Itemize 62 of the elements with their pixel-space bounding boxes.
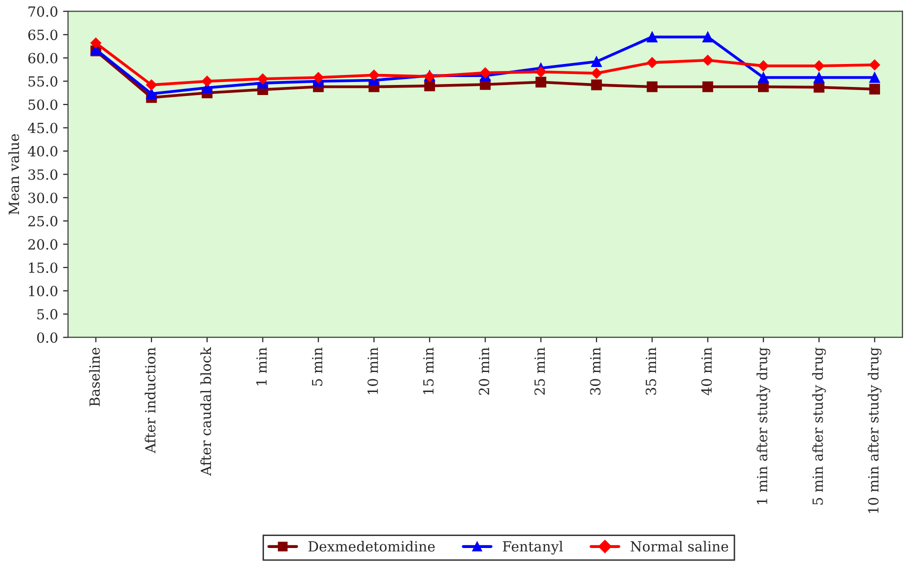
- point: [814, 60, 824, 72]
- point: [146, 88, 157, 100]
- legend-label: Fentanyl: [502, 540, 563, 554]
- y-tick-label: 15.0: [29, 262, 58, 273]
- point: [480, 67, 491, 78]
- point: [702, 81, 714, 92]
- y-tick-label: 0.0: [37, 332, 58, 343]
- y-tick-label: 30.0: [28, 192, 58, 204]
- x-tick-label: Baseline: [89, 348, 100, 406]
- point: [424, 80, 435, 92]
- legend-label: Dexmedetomidine: [308, 540, 435, 552]
- point: [202, 76, 213, 87]
- point: [869, 59, 880, 70]
- point: [646, 32, 658, 42]
- x-tick-label: After induction: [144, 347, 156, 454]
- x-tick-label: 10 min: [368, 347, 378, 394]
- point: [535, 66, 546, 78]
- x-tick-label: After caudal block: [200, 346, 212, 476]
- y-tick-label: 55.0: [28, 76, 58, 87]
- x-tick-label: 40 min: [701, 347, 712, 396]
- point: [591, 80, 602, 90]
- x-tick-label: 5 min after study drug: [812, 347, 826, 505]
- y-tick-label: 35.0: [28, 169, 58, 180]
- y-tick-label: 60.0: [28, 52, 58, 64]
- point: [591, 68, 602, 79]
- x-tick-label: 10 min after study drug: [868, 347, 882, 513]
- point: [646, 57, 658, 68]
- y-tick-label: 65.0: [28, 30, 58, 40]
- point: [758, 72, 769, 83]
- point: [591, 56, 602, 68]
- point: [368, 70, 380, 81]
- point: [146, 80, 157, 90]
- y-tick-label: 10.0: [29, 286, 58, 296]
- y-tick-label: 70.0: [28, 6, 58, 17]
- legend-label: Normal saline: [630, 540, 728, 552]
- x-tick-label: 25 min: [534, 347, 545, 395]
- y-tick-label: 20.0: [28, 239, 58, 250]
- point: [702, 32, 714, 42]
- y-tick-label: 40.0: [28, 146, 58, 157]
- x-tick-label: 5 min: [312, 347, 322, 386]
- point: [814, 72, 824, 83]
- y-tick-label: 50.0: [28, 99, 58, 110]
- x-tick-label: 35 min: [646, 347, 656, 395]
- x-tick-label: 20 min: [478, 347, 490, 395]
- point: [869, 72, 880, 83]
- point: [869, 84, 880, 94]
- point: [814, 82, 824, 93]
- point: [312, 72, 324, 83]
- y-tick-label: 5.0: [37, 309, 58, 320]
- point: [702, 54, 714, 66]
- point: [90, 38, 102, 48]
- point: [535, 76, 546, 88]
- x-tick-label: 30 min: [590, 347, 601, 395]
- point: [646, 81, 658, 92]
- y-axis-title: Mean value: [8, 134, 20, 215]
- y-tick-label: 45.0: [28, 122, 58, 134]
- x-tick-label: 1 min: [256, 347, 267, 386]
- point: [257, 73, 268, 84]
- x-tick-label: 1 min after study drug: [756, 347, 770, 504]
- x-tick-label: 15 min: [423, 347, 434, 394]
- y-tick-label: 25.0: [28, 216, 58, 226]
- point: [758, 60, 769, 72]
